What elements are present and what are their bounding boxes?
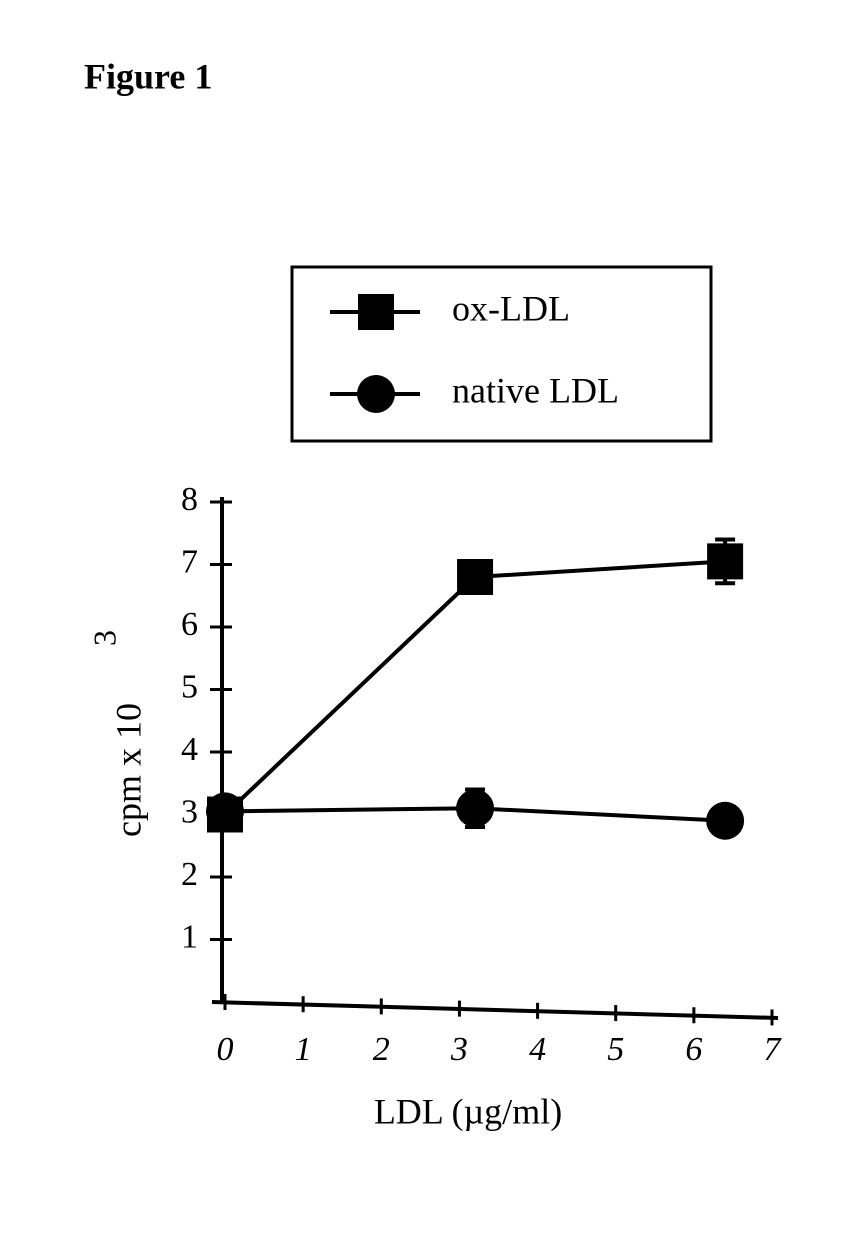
data-point [457,559,493,595]
data-point [206,792,244,830]
legend-marker [358,294,394,330]
y-tick-label: 8 [181,481,198,518]
series-line [225,561,725,814]
y-tick-label: 6 [181,606,198,643]
y-tick-label: 3 [181,793,198,830]
y-tick-label: 7 [181,543,198,580]
x-tick-label: 3 [450,1031,468,1068]
y-tick-label: 2 [181,856,198,893]
legend-label: ox-LDL [452,288,570,328]
data-point [706,802,744,840]
x-tick-label: 4 [529,1031,546,1068]
legend-marker [357,375,395,413]
y-axis-label: cpm x 10 [108,703,148,837]
data-point [707,543,743,579]
chart-title: Figure 1 [84,56,212,96]
x-tick-label: 6 [685,1031,702,1068]
y-tick-label: 4 [181,731,198,768]
x-tick-label: 7 [764,1031,783,1068]
x-tick-label: 2 [373,1031,390,1068]
x-tick-label: 5 [607,1031,624,1068]
data-point [456,789,494,827]
x-tick-label: 0 [217,1031,234,1068]
x-axis-label: LDL (µg/ml) [374,1091,562,1131]
x-tick-label: 1 [295,1031,312,1068]
y-tick-label: 5 [181,668,198,705]
y-axis-exponent: 3 [86,630,122,646]
y-tick-label: 1 [181,918,198,955]
chart: Figure 1 LDL (µg/ml) cpm x 10 3 1 2 3 4 5 6 7 8… [0,0,852,1251]
page: Figure 1 LDL (µg/ml) cpm x 10 3 1 2 3 4 5 6 7 8… [0,0,852,1251]
legend-label: native LDL [452,370,619,410]
